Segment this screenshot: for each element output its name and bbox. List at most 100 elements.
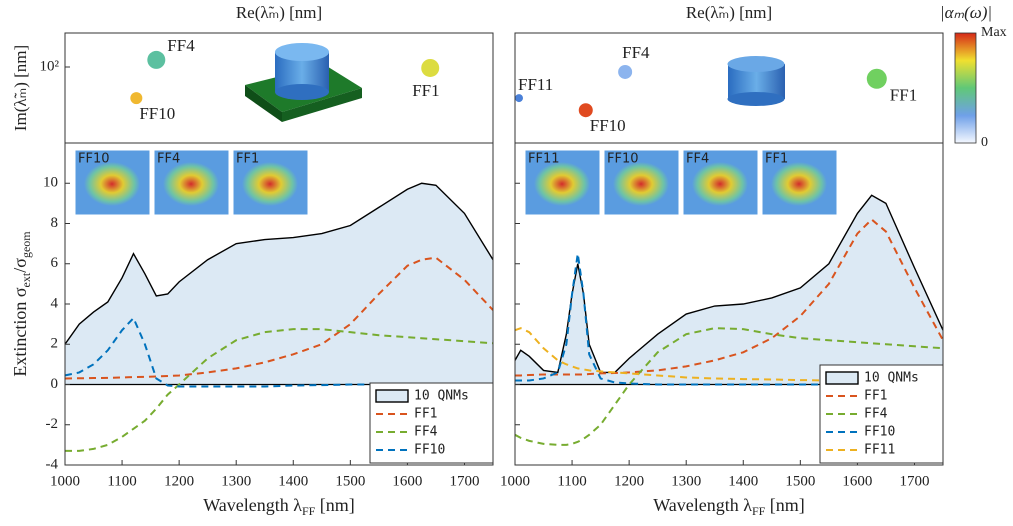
field-map-blob xyxy=(163,162,219,206)
x-tick-label: 1300 xyxy=(221,473,251,489)
y-tick-label: -4 xyxy=(46,456,59,472)
mode-point xyxy=(618,64,633,79)
area xyxy=(65,183,493,385)
inset-label: FF1 xyxy=(236,152,259,167)
x-axis-label-part: [nm] xyxy=(315,495,355,515)
x-tick-label: 1500 xyxy=(335,473,365,489)
mode-point xyxy=(866,68,887,89)
point-label: FF10 xyxy=(590,116,626,135)
mode-point xyxy=(578,103,593,118)
legend-swatch xyxy=(375,389,409,403)
inset-label: FF11 xyxy=(528,152,560,167)
mode-point xyxy=(514,94,523,103)
y-axis-label: Im(λ̃ₘ) [nm] xyxy=(11,45,30,131)
legend-label: FF4 xyxy=(864,407,888,422)
colorbar-label: 0 xyxy=(981,135,988,150)
inset-label: FF10 xyxy=(607,152,639,167)
y-axis-label: Extinction σext/σgeom xyxy=(10,231,33,377)
x-tick-label: 1700 xyxy=(899,473,929,489)
axes-frame xyxy=(514,142,944,466)
x-tick-label: 1300 xyxy=(671,473,701,489)
x-axis-label-part: Wavelength λ xyxy=(203,495,302,515)
legend-label: FF1 xyxy=(414,407,437,422)
x-tick-label: 1200 xyxy=(614,473,644,489)
legend-label: FF1 xyxy=(864,389,887,404)
x-tick-label: 1600 xyxy=(392,473,422,489)
x-axis-label-part: FF xyxy=(302,504,316,518)
series-line xyxy=(515,194,943,374)
field-map-blob xyxy=(242,162,298,206)
inset-label: FF1 xyxy=(765,152,788,167)
y-tick-label: -2 xyxy=(46,416,59,432)
y-axis-label-part: /σ xyxy=(10,258,30,273)
x-tick-label: 1600 xyxy=(842,473,872,489)
field-map-blob xyxy=(534,162,590,206)
point-label: FF10 xyxy=(139,104,175,123)
field-map-blob xyxy=(692,162,748,206)
series-line xyxy=(65,256,493,380)
legend: 10 QNMs FF1 FF4 FF10 xyxy=(369,382,494,464)
colorbar xyxy=(954,32,977,144)
legend-label: FF10 xyxy=(414,443,445,458)
field-map-blob xyxy=(613,162,669,206)
area xyxy=(515,195,943,385)
field-map-blob xyxy=(771,162,827,206)
y-axis-label-part: geom xyxy=(19,231,33,258)
legend-swatch xyxy=(825,371,859,385)
y-tick-label: 10 xyxy=(43,175,58,191)
series-line xyxy=(65,182,493,345)
field-map-blob xyxy=(84,162,140,206)
series-line xyxy=(515,218,943,377)
x-axis-label-part: FF xyxy=(752,504,766,518)
legend: 10 QNMs FF1 FF4 FF10 FF11 xyxy=(819,364,944,464)
mode-point xyxy=(147,50,166,69)
x-tick-label: 1700 xyxy=(449,473,479,489)
structure-illustration xyxy=(245,43,362,122)
point-label: FF11 xyxy=(518,75,553,94)
legend-label: FF4 xyxy=(414,425,438,440)
x-axis-label: Wavelength λFF [nm] xyxy=(203,495,355,518)
y-tick-label: 2 xyxy=(51,336,59,352)
axis-title: Re(λ̃ₘ) [nm] xyxy=(686,3,772,22)
x-tick-label: 1100 xyxy=(557,473,586,489)
mode-point xyxy=(130,92,143,105)
legend-label: FF10 xyxy=(864,425,895,440)
mode-point xyxy=(421,58,440,77)
point-label: FF4 xyxy=(622,43,650,62)
series-line xyxy=(65,316,493,388)
x-axis-label: Wavelength λFF [nm] xyxy=(653,495,805,518)
series-line xyxy=(65,328,493,452)
x-axis-label-part: Wavelength λ xyxy=(653,495,752,515)
axis-title: Re(λ̃ₘ) [nm] xyxy=(236,3,322,22)
colorbar-label: Max xyxy=(981,25,1007,40)
y-axis-label-part: ext xyxy=(19,272,33,287)
point-label: FF4 xyxy=(167,36,195,55)
point-label: FF1 xyxy=(890,86,917,105)
x-tick-label: 1000 xyxy=(500,473,530,489)
y-tick-label: 10² xyxy=(40,58,60,74)
structure-illustration xyxy=(727,56,785,106)
y-tick-label: 0 xyxy=(51,376,59,392)
y-tick-label: 8 xyxy=(51,215,59,231)
legend-label: 10 QNMs xyxy=(864,371,919,386)
y-tick-label: 6 xyxy=(51,255,59,271)
inset-label: FF4 xyxy=(686,152,709,167)
legend-label: 10 QNMs xyxy=(414,389,469,404)
colorbar-title: |αₘ(ω)| xyxy=(940,3,992,22)
x-axis-label-part: [nm] xyxy=(765,495,805,515)
x-tick-label: 1000 xyxy=(50,473,80,489)
x-tick-label: 1400 xyxy=(728,473,758,489)
inset-label: FF10 xyxy=(78,152,110,167)
inset-label: FF4 xyxy=(157,152,180,167)
y-axis-label-part: Extinction σ xyxy=(10,287,30,376)
point-label: FF1 xyxy=(412,81,439,100)
y-tick-label: 4 xyxy=(51,295,59,311)
x-tick-label: 1400 xyxy=(278,473,308,489)
x-tick-label: 1100 xyxy=(107,473,136,489)
x-tick-label: 1200 xyxy=(164,473,194,489)
legend-label: FF11 xyxy=(864,443,895,458)
axes-frame xyxy=(64,142,494,466)
x-tick-label: 1500 xyxy=(785,473,815,489)
